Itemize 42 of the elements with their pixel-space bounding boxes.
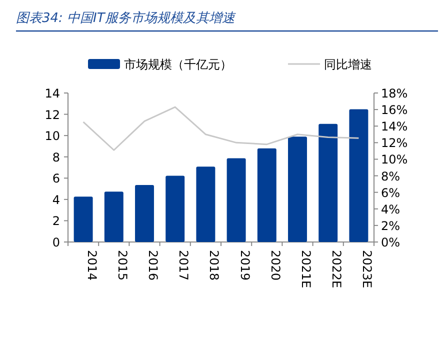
bar bbox=[104, 192, 124, 242]
x-tick-label: 2023E bbox=[360, 250, 374, 288]
x-tick-label: 2020 bbox=[268, 250, 282, 281]
y-tick-label: 10 bbox=[44, 129, 60, 144]
title: 图表34: 中国IT服务市场规模及其增速 bbox=[16, 11, 235, 26]
y2-tick-label: 18% bbox=[381, 86, 408, 100]
y-tick-label: 14 bbox=[44, 86, 60, 100]
y2-tick-label: 16% bbox=[381, 103, 408, 118]
y2-tick-label: 4% bbox=[381, 202, 400, 216]
x-tick-label: 2017 bbox=[176, 250, 191, 281]
y2-tick-label: 12% bbox=[381, 136, 408, 150]
x-tick-label: 2022E bbox=[330, 250, 344, 288]
y2-tick-label: 8% bbox=[381, 169, 400, 184]
y-tick-label: 12 bbox=[44, 108, 60, 122]
y2-tick-label: 6% bbox=[381, 186, 400, 200]
bar bbox=[349, 109, 368, 242]
bar bbox=[226, 158, 246, 242]
y2-tick-label: 0% bbox=[381, 236, 400, 250]
x-tick-label: 2014 bbox=[84, 250, 99, 281]
y-tick-label: 8 bbox=[52, 150, 60, 164]
bar bbox=[318, 124, 338, 242]
legend-label: 市场规模（千亿元） bbox=[124, 58, 232, 72]
x-tick-label: 2018 bbox=[207, 250, 222, 281]
y2-tick-label: 14% bbox=[381, 120, 408, 134]
y-tick-label: 0 bbox=[52, 236, 60, 250]
x-tick-label: 2015 bbox=[115, 250, 130, 281]
bar bbox=[257, 148, 276, 242]
bar bbox=[135, 184, 154, 242]
bar bbox=[74, 196, 93, 242]
bar bbox=[288, 136, 307, 242]
y-tick-label: 6 bbox=[52, 172, 60, 186]
y-tick-label: 4 bbox=[52, 192, 60, 207]
legend-label: 同比增速 bbox=[324, 58, 372, 72]
line-series bbox=[82, 106, 360, 151]
x-tick-label: 2016 bbox=[146, 250, 160, 281]
y2-tick-label: 2% bbox=[381, 218, 400, 233]
x-tick-label: 2019 bbox=[238, 250, 252, 281]
y-tick-label: 2 bbox=[52, 214, 60, 228]
bar bbox=[166, 176, 185, 242]
bar bbox=[196, 166, 216, 242]
x-tick-label: 2021E bbox=[299, 250, 313, 288]
y2-tick-label: 10% bbox=[381, 152, 408, 167]
